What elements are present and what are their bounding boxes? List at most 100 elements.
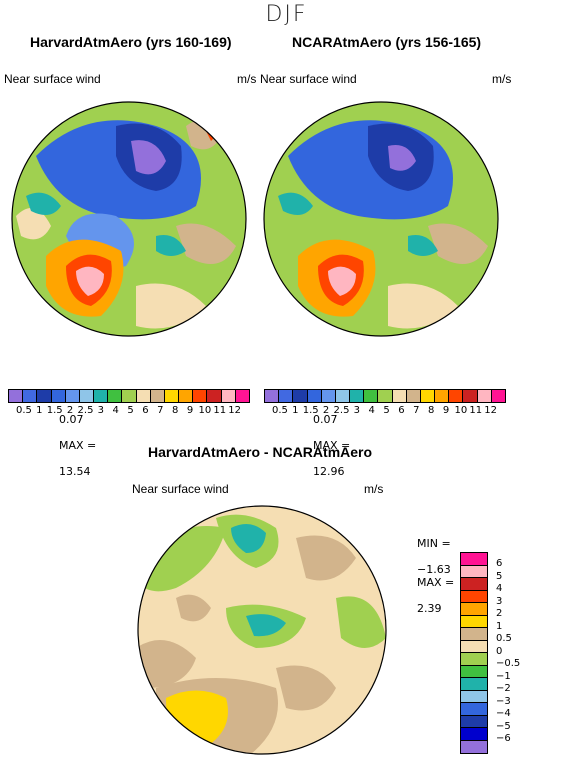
colorbar-panel-1	[8, 389, 250, 403]
colorbar-tick-label: 4	[112, 405, 119, 416]
colorbar-swatch	[461, 640, 487, 653]
panel-1-max-value: 13.54	[59, 465, 91, 478]
colorbar-swatch	[79, 390, 95, 402]
map-harvard	[11, 101, 247, 337]
panel-1-variable: Near surface wind	[4, 72, 101, 86]
diff-max-value: 2.39	[417, 602, 442, 615]
panel-2-max-label: MAX =	[313, 439, 351, 452]
colorbar-panel-2	[264, 389, 506, 403]
colorbar-tick-label: 4	[496, 583, 503, 594]
colorbar-tick-label: 1.5	[302, 405, 319, 416]
colorbar-tick-label: 1	[36, 405, 43, 416]
colorbar-swatch	[461, 728, 487, 741]
colorbar-swatch	[108, 390, 123, 402]
colorbar-swatch	[136, 390, 151, 402]
colorbar-tick-label: 4	[368, 405, 375, 416]
colorbar-tick-label: 0.5	[16, 405, 32, 416]
colorbar-tick-label: 9	[186, 405, 194, 416]
colorbar-swatch	[491, 390, 505, 402]
colorbar-tick-label: 11	[469, 405, 483, 416]
colorbar-swatch	[122, 390, 137, 402]
colorbar-tick-label: 3	[97, 405, 105, 416]
colorbar-swatch	[392, 390, 407, 402]
colorbar-tick-label: 3	[353, 405, 361, 416]
colorbar-swatch	[65, 390, 80, 402]
colorbar-swatch	[461, 603, 487, 616]
colorbar-swatch	[51, 390, 66, 402]
colorbar-tick-label: 10	[198, 405, 212, 416]
colorbar-swatch	[265, 390, 280, 402]
colorbar-tick-label: 8	[171, 405, 179, 416]
colorbar-tick-label: 6	[398, 405, 405, 416]
colorbar-swatch	[449, 390, 464, 402]
colorbar-swatch	[461, 590, 487, 603]
panel-1-units: m/s	[237, 72, 257, 86]
colorbar-swatch	[235, 390, 249, 402]
colorbar-tick-label: 9	[442, 405, 450, 416]
colorbar-panel-1-labels: 0.5 1 1.5 2 2.5 3 4 5 6 7 8 9 10 11 12	[16, 405, 242, 416]
colorbar-tick-label: 12	[484, 405, 497, 416]
colorbar-tick-label: 5	[496, 570, 503, 582]
colorbar-tick-label: 0.5	[496, 633, 512, 644]
colorbar-tick-label: 8	[427, 405, 435, 416]
colorbar-swatch	[461, 628, 487, 641]
colorbar-tick-label: 0.5	[272, 405, 288, 416]
colorbar-swatch	[461, 653, 487, 666]
colorbar-tick-label: 10	[454, 405, 468, 416]
colorbar-tick-label: −2	[496, 683, 511, 694]
map-difference	[137, 505, 387, 755]
diff-units: m/s	[364, 482, 384, 496]
diff-min-label: MIN =	[417, 537, 451, 550]
colorbar-tick-label: 2.5	[77, 405, 94, 416]
panel-1-min-value: 0.07	[59, 413, 84, 426]
colorbar-swatch	[406, 390, 421, 402]
colorbar-tick-label: 6	[142, 405, 149, 416]
colorbar-tick-label: 1	[292, 405, 299, 416]
colorbar-tick-label: 2	[322, 405, 330, 416]
colorbar-swatch	[307, 390, 322, 402]
colorbar-tick-label: 3	[496, 595, 503, 607]
panel-2-min-value: 0.07	[313, 413, 338, 426]
colorbar-swatch	[364, 390, 379, 402]
colorbar-difference	[460, 552, 488, 754]
colorbar-tick-label: 2.5	[333, 405, 350, 416]
colorbar-swatch	[461, 553, 487, 566]
colorbar-swatch	[461, 690, 487, 703]
colorbar-swatch	[23, 390, 38, 402]
colorbar-swatch	[164, 390, 180, 402]
colorbar-swatch	[9, 390, 24, 402]
colorbar-swatch	[461, 678, 487, 691]
colorbar-swatch	[207, 390, 222, 402]
colorbar-swatch	[461, 615, 487, 628]
colorbar-swatch	[335, 390, 351, 402]
colorbar-swatch	[463, 390, 478, 402]
colorbar-swatch	[293, 390, 308, 402]
colorbar-tick-label: 5	[127, 405, 134, 416]
season-label: DJF	[265, 2, 308, 27]
panel-1-max-label: MAX =	[59, 439, 97, 452]
colorbar-tick-label: −6	[496, 733, 511, 744]
panel-2-max-value: 12.96	[313, 465, 345, 478]
diff-variable: Near surface wind	[132, 482, 229, 496]
colorbar-tick-label: 1	[496, 620, 503, 632]
colorbar-swatch	[94, 390, 109, 402]
colorbar-swatch	[461, 703, 487, 716]
colorbar-swatch	[420, 390, 436, 402]
colorbar-tick-label: −3	[496, 695, 511, 707]
colorbar-panel-2-labels: 0.5 1 1.5 2 2.5 3 4 5 6 7 8 9 10 11 12	[272, 405, 498, 416]
map-ncar	[263, 101, 499, 337]
colorbar-tick-label: 2	[66, 405, 74, 416]
diff-min-value: −1.63	[417, 563, 451, 576]
colorbar-tick-label: 7	[157, 405, 164, 416]
colorbar-tick-label: −4	[496, 708, 511, 719]
colorbar-tick-label: 1.5	[46, 405, 63, 416]
panel-1-title: HarvardAtmAero (yrs 160-169)	[30, 34, 232, 50]
colorbar-swatch	[193, 390, 208, 402]
colorbar-tick-label: −0.5	[496, 658, 521, 669]
colorbar-swatch	[477, 390, 492, 402]
colorbar-swatch	[435, 390, 450, 402]
colorbar-tick-label: −5	[496, 720, 511, 732]
colorbar-tick-label: 2	[496, 608, 503, 619]
colorbar-swatch	[378, 390, 393, 402]
panel-2-variable: Near surface wind	[260, 72, 357, 86]
